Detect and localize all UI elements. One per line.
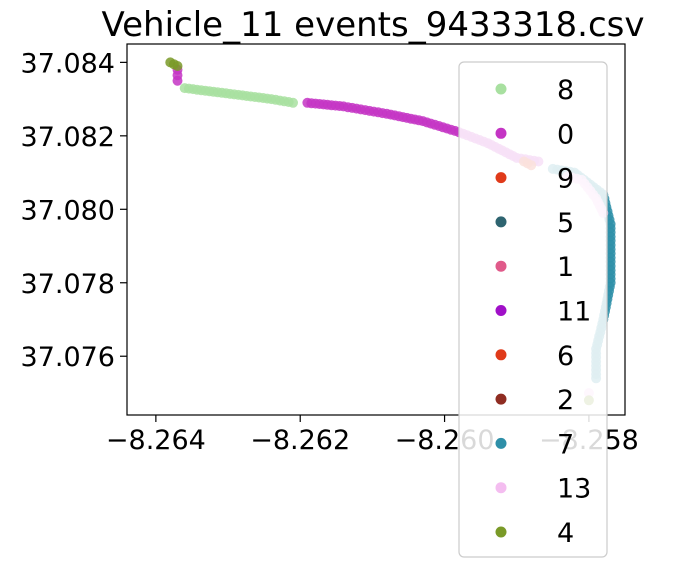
legend-box	[458, 61, 608, 558]
legend-label: 8	[557, 75, 574, 106]
legend-marker	[495, 349, 507, 361]
legend-label: 7	[557, 429, 574, 460]
legend-marker	[495, 482, 507, 494]
legend-label: 0	[557, 119, 574, 150]
legend-marker	[495, 172, 507, 184]
y-tick-label: 37.076	[21, 342, 115, 373]
legend-label: 6	[557, 341, 574, 372]
legend-marker	[495, 127, 507, 139]
data-point	[288, 97, 298, 108]
legend-label: 4	[557, 518, 574, 549]
legend-marker	[495, 216, 507, 228]
legend-marker	[495, 526, 507, 538]
plot-frame	[126, 43, 626, 416]
y-tick-label: 37.082	[21, 122, 115, 153]
legend-marker	[495, 260, 507, 272]
legend-marker	[495, 437, 507, 449]
y-tick-label: 37.084	[21, 48, 115, 79]
legend-marker	[495, 305, 507, 316]
legend-label: 1	[557, 252, 574, 283]
x-tick-label: −8.262	[250, 425, 350, 456]
legend-marker	[495, 83, 507, 95]
y-axis: 37.076 37.078 37.080 37.082 37.084	[21, 48, 127, 373]
legend-label: 2	[557, 385, 574, 416]
y-tick-label: 37.078	[21, 269, 115, 300]
x-tick-label: −8.264	[106, 425, 206, 456]
legend-label: 9	[557, 164, 574, 195]
legend-label: 11	[557, 297, 591, 328]
legend-label: 5	[557, 208, 574, 239]
y-tick-label: 37.080	[21, 195, 115, 226]
legend-label: 13	[557, 474, 591, 505]
plot-area	[126, 43, 626, 416]
data-point	[172, 75, 183, 86]
chart-title: Vehicle_11 events_9433318.csv	[102, 5, 645, 45]
data-point	[172, 61, 183, 71]
legend-marker	[495, 393, 507, 405]
